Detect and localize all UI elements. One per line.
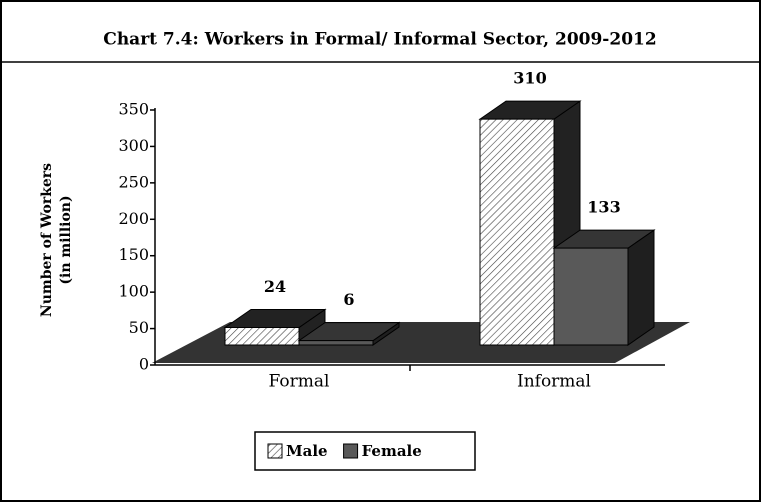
bar: [480, 119, 554, 345]
y-tick-label: 50: [129, 318, 149, 337]
bar: [299, 341, 373, 345]
bar: [554, 248, 628, 345]
y-axis-label: Number of Workers: [39, 163, 55, 317]
x-tick-label: Informal: [517, 372, 591, 392]
y-tick-label: 250: [118, 172, 149, 191]
data-label: 6: [343, 290, 354, 309]
chart: Chart 7.4: Workers in Formal/ Informal S…: [0, 0, 761, 502]
chart-title: Chart 7.4: Workers in Formal/ Informal S…: [103, 30, 656, 50]
legend-label: Male: [286, 442, 328, 460]
data-label: 310: [513, 69, 546, 88]
x-tick-label: Formal: [269, 372, 330, 392]
bar: [225, 328, 299, 345]
y-axis-label: (in million): [58, 195, 74, 284]
y-tick-label: 350: [118, 100, 149, 119]
legend-swatch: [268, 444, 282, 458]
y-tick-label: 100: [118, 282, 149, 301]
data-label: 133: [587, 198, 620, 217]
bar-side: [628, 230, 654, 345]
data-label: 24: [264, 277, 286, 296]
y-tick-label: 300: [118, 136, 149, 155]
legend-label: Female: [362, 442, 422, 460]
y-tick-label: 150: [118, 245, 149, 264]
legend-swatch: [344, 444, 358, 458]
y-tick-label: 200: [118, 209, 149, 228]
y-tick-label: 0: [139, 355, 149, 374]
